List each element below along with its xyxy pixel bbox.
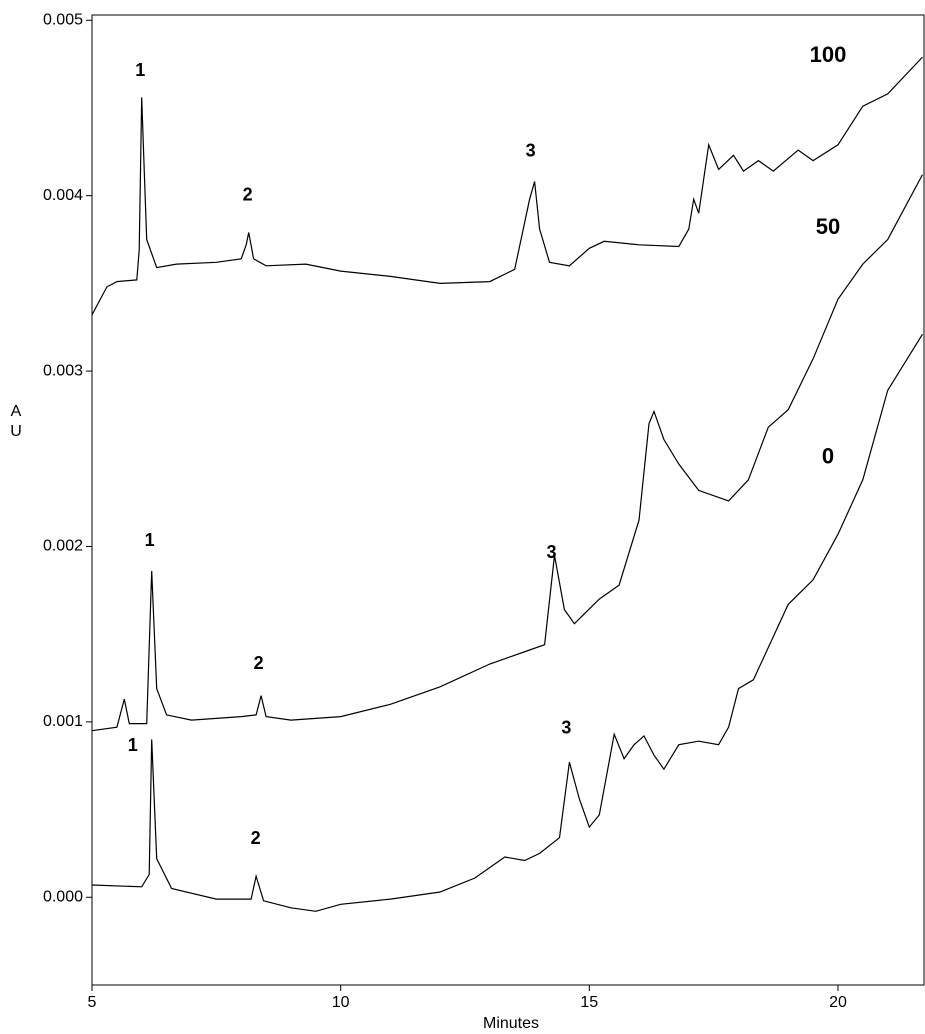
x-tick-label: 10 [332, 994, 350, 1011]
y-tick-label: 0.004 [43, 187, 83, 204]
y-tick-label: 0.001 [43, 713, 83, 730]
peak-label: 1 [145, 530, 155, 550]
y-axis-label: A U [10, 403, 22, 440]
x-tick-label: 20 [829, 994, 847, 1011]
peak-label: 3 [561, 718, 571, 738]
peak-label: 2 [243, 184, 253, 204]
series-name: 0 [822, 443, 834, 468]
peak-label: 3 [547, 542, 557, 562]
peak-label: 1 [128, 735, 138, 755]
series-name: 50 [816, 214, 840, 239]
series-line [91, 174, 924, 732]
y-tick-label: 0.005 [43, 11, 83, 28]
y-tick-label: 0.003 [43, 362, 83, 379]
x-tick-label: 5 [88, 994, 97, 1011]
peak-label: 2 [254, 653, 264, 673]
peak-label: 1 [135, 60, 145, 80]
y-tick-label: 0.002 [43, 538, 83, 555]
y-tick-label: 0.000 [43, 889, 83, 906]
x-tick-label: 15 [580, 994, 598, 1011]
peak-label: 3 [526, 141, 536, 161]
series-line [91, 56, 923, 316]
series-line [91, 333, 924, 912]
peak-label: 2 [251, 828, 261, 848]
x-axis-label: Minutes [483, 1015, 539, 1032]
plot-frame [91, 14, 925, 986]
series-name: 100 [810, 42, 847, 67]
